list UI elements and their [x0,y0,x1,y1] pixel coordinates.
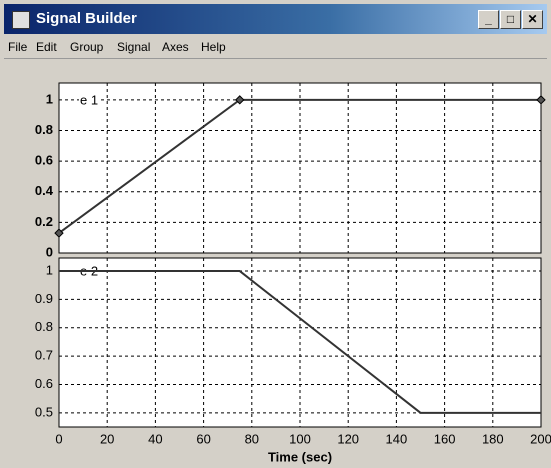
y-tick-label: 0 [46,244,53,259]
window-title: Signal Builder [36,10,137,27]
point-marker [54,228,64,238]
x-tick-label: 0 [55,431,62,446]
y-tick-label: 0.2 [35,214,53,229]
menu-item[interactable]: Group [70,40,104,54]
point-marker [536,95,546,105]
signal-line [59,270,541,414]
y-tick-label: 0.6 [35,153,53,168]
x-tick-label: 40 [148,431,162,446]
y-tick-label: 0.8 [35,319,53,334]
y-tick-label: 1 [46,262,53,277]
axes: 0 20 40 60 80 100 120 140 160 180 200 0.5 0.6 0.7 0.8 0… [35,257,551,464]
x-tick-label: 60 [196,431,210,446]
app-icon [12,11,30,29]
title-bar: Signal Builder _ □ ✕ [4,4,547,34]
y-tick-label: 0.5 [35,404,53,419]
x-tick-label: 180 [482,431,504,446]
x-tick-label: 200 [530,431,551,446]
y-tick-label: 0.8 [35,122,53,137]
maximize-button[interactable]: □ [500,10,521,29]
x-tick-label: 20 [100,431,114,446]
menu-item[interactable]: Edit [36,40,57,54]
x-tick-label: 100 [289,431,311,446]
y-tick-label: 1 [46,91,53,106]
menu-item[interactable]: Signal [117,40,151,54]
x-axis-label: Time (sec) [268,449,332,464]
menu-item[interactable]: File [8,40,28,54]
x-tick-label: 140 [386,431,408,446]
x-tick-label: 160 [434,431,456,446]
x-tick-label: 120 [337,431,359,446]
x-tick-label: 80 [245,431,259,446]
y-tick-label: 0.4 [35,183,54,198]
signal-label-bg [79,91,101,108]
y-tick-label: 0.9 [35,291,53,306]
y-tick-label: 0.7 [35,348,53,363]
signal-label: e 1 [80,92,98,107]
y-tick-label: 0.6 [35,376,53,391]
close-button[interactable]: ✕ [522,10,543,29]
menu-item[interactable]: Help [201,40,226,54]
menu-item[interactable]: Axes [162,40,189,54]
menu-bar: File Edit Group Signal Axes Help [4,36,547,59]
point-marker [235,95,245,105]
axes: 0 0.2 0.4 0.6 0.8 1 e 1 [35,82,546,259]
minimize-button[interactable]: _ [478,10,499,29]
